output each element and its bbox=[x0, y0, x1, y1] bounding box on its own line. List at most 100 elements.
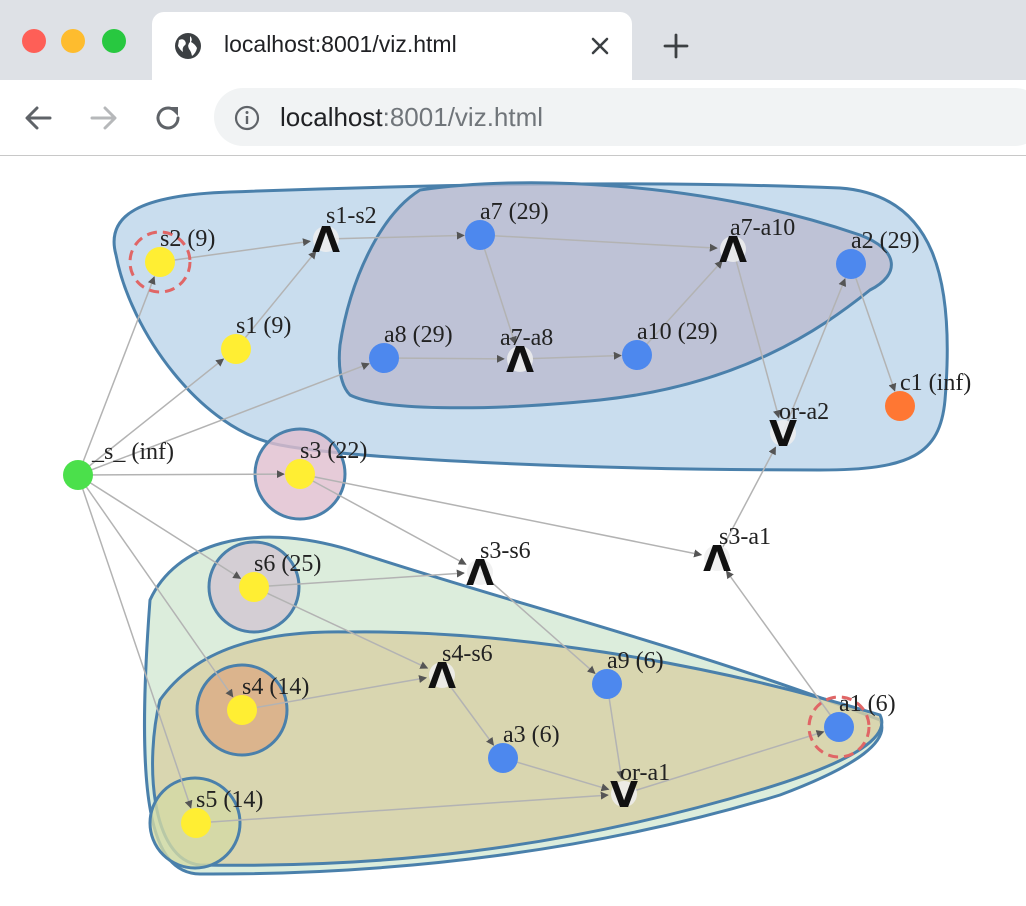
tab-title: localhost:8001/viz.html bbox=[224, 31, 457, 57]
node-s3-s6[interactable]: Λs3-s6 bbox=[466, 538, 531, 594]
edge-a9-to-or-a1 bbox=[606, 683, 625, 779]
node-dot bbox=[239, 572, 269, 602]
node-label: a3 (6) bbox=[503, 722, 560, 748]
node-s2[interactable]: s2 (9) bbox=[128, 226, 215, 294]
node-a7-a10[interactable]: Λa7-a10 bbox=[719, 215, 795, 271]
node-dot bbox=[592, 669, 622, 699]
edge-s_-to-s5 bbox=[77, 474, 193, 809]
node-dot bbox=[63, 460, 93, 490]
node-dot bbox=[145, 247, 175, 277]
edge-s3-s6-to-a9 bbox=[479, 571, 596, 674]
edge-s5-to-or-a1 bbox=[195, 791, 609, 824]
gate-backdrop bbox=[467, 559, 493, 585]
node-a2[interactable]: a2 (29) bbox=[836, 228, 920, 279]
node-or-a2[interactable]: Vor-a2 bbox=[769, 399, 829, 455]
node-s6[interactable]: s6 (25) bbox=[239, 551, 321, 602]
gate-backdrop bbox=[313, 226, 339, 252]
url-path: :8001/viz.html bbox=[382, 102, 544, 132]
edge-s_-to-a8 bbox=[77, 362, 370, 476]
edge-a10-to-a7-a10 bbox=[636, 260, 723, 356]
and-gate-glyph: Λ bbox=[703, 539, 731, 580]
node-label: c1 (inf) bbox=[900, 370, 971, 396]
node-label: _s_ (inf) bbox=[91, 439, 174, 465]
gate-backdrop bbox=[720, 236, 746, 262]
graph-nodes: _s_ (inf) s1 (9) s2 (9) s3 (22) s4 (14) s5 (1… bbox=[63, 199, 971, 838]
zoom-window-button[interactable] bbox=[102, 29, 126, 53]
node-s5[interactable]: s5 (14) bbox=[181, 787, 263, 838]
edge-or-a1-to-a1 bbox=[623, 730, 825, 795]
node-dot bbox=[369, 343, 399, 373]
browser-tab[interactable]: localhost:8001/viz.html bbox=[152, 12, 632, 80]
edge-s6-to-s4-s6 bbox=[253, 586, 429, 669]
node-dot bbox=[285, 459, 315, 489]
edge-s2-to-s1-s2 bbox=[159, 238, 311, 263]
edge-s3-to-s3-s6 bbox=[299, 473, 467, 566]
edge-s3-a1-to-or-a2 bbox=[716, 446, 777, 559]
node-or-a1[interactable]: Vor-a1 bbox=[610, 760, 670, 816]
node-label: s3-a1 bbox=[719, 524, 771, 550]
browser-toolbar: localhost:8001/viz.html bbox=[0, 80, 1026, 156]
edge-a7-to-a7-a8 bbox=[479, 234, 517, 345]
url-text: localhost:8001/viz.html bbox=[280, 102, 543, 133]
node-label: or-a1 bbox=[620, 760, 670, 786]
edge-a1-to-s3-a1 bbox=[725, 570, 840, 728]
node-label: s6 (25) bbox=[254, 551, 321, 577]
node-dot bbox=[488, 743, 518, 773]
node-s1-s2[interactable]: Λs1-s2 bbox=[312, 203, 377, 261]
address-bar[interactable]: localhost:8001/viz.html bbox=[214, 88, 1026, 146]
node-s_[interactable]: _s_ (inf) bbox=[63, 439, 174, 490]
close-window-button[interactable] bbox=[22, 29, 46, 53]
url-host: localhost bbox=[280, 102, 383, 132]
node-s3[interactable]: s3 (22) bbox=[285, 438, 367, 489]
gate-backdrop bbox=[507, 346, 533, 372]
node-label: a7-a8 bbox=[500, 325, 553, 351]
edge-a7-a8-to-a10 bbox=[519, 351, 622, 360]
node-label: s5 (14) bbox=[196, 787, 263, 813]
arrow-left-icon[interactable] bbox=[22, 102, 54, 134]
node-a9[interactable]: a9 (6) bbox=[592, 648, 664, 699]
edge-s_-to-s1 bbox=[77, 358, 225, 476]
close-icon[interactable] bbox=[588, 34, 612, 58]
gate-backdrop bbox=[770, 420, 796, 446]
gate-backdrop bbox=[704, 545, 730, 571]
target-ring bbox=[128, 230, 192, 294]
node-a10[interactable]: a10 (29) bbox=[622, 319, 718, 370]
edge-s4-to-s4-s6 bbox=[241, 675, 428, 711]
node-a8[interactable]: a8 (29) bbox=[369, 322, 453, 373]
edge-s1-s2-to-a7 bbox=[325, 231, 465, 240]
node-label: s3-s6 bbox=[480, 538, 531, 564]
reload-icon[interactable] bbox=[152, 102, 184, 134]
node-label: a10 (29) bbox=[637, 319, 718, 345]
edge-a2-to-c1 bbox=[850, 263, 897, 392]
node-dot bbox=[885, 391, 915, 421]
node-dot bbox=[181, 808, 211, 838]
edge-a8-to-a7-a8 bbox=[383, 354, 505, 363]
node-s3-a1[interactable]: Λs3-a1 bbox=[703, 524, 771, 580]
node-a3[interactable]: a3 (6) bbox=[488, 722, 560, 773]
edge-or-a2-to-a2 bbox=[782, 278, 847, 434]
node-label: a1 (6) bbox=[839, 691, 896, 717]
node-s1[interactable]: s1 (9) bbox=[221, 313, 291, 364]
node-s4[interactable]: s4 (14) bbox=[227, 674, 309, 725]
and-gate-glyph: Λ bbox=[312, 220, 340, 261]
or-gate-glyph: V bbox=[610, 775, 638, 816]
arrow-right-icon[interactable] bbox=[88, 102, 120, 134]
node-s4-s6[interactable]: Λs4-s6 bbox=[428, 641, 493, 697]
node-label: a9 (6) bbox=[607, 648, 664, 674]
edge-s3-to-s3-a1 bbox=[299, 473, 703, 558]
node-label: s1 (9) bbox=[236, 313, 291, 339]
node-a7[interactable]: a7 (29) bbox=[465, 199, 549, 250]
node-label: s2 (9) bbox=[160, 226, 215, 252]
globe-icon bbox=[175, 33, 201, 59]
node-c1[interactable]: c1 (inf) bbox=[885, 370, 971, 421]
edge-s_-to-s2 bbox=[77, 276, 156, 476]
node-label: s1-s2 bbox=[326, 203, 377, 229]
plus-icon[interactable] bbox=[662, 32, 690, 60]
edge-s_-to-s6 bbox=[77, 474, 242, 580]
minimize-window-button[interactable] bbox=[61, 29, 85, 53]
node-a7-a8[interactable]: Λa7-a8 bbox=[500, 325, 553, 381]
node-label: a2 (29) bbox=[851, 228, 920, 254]
node-a1[interactable]: a1 (6) bbox=[807, 691, 896, 759]
node-label: a8 (29) bbox=[384, 322, 453, 348]
info-icon[interactable] bbox=[234, 105, 260, 131]
